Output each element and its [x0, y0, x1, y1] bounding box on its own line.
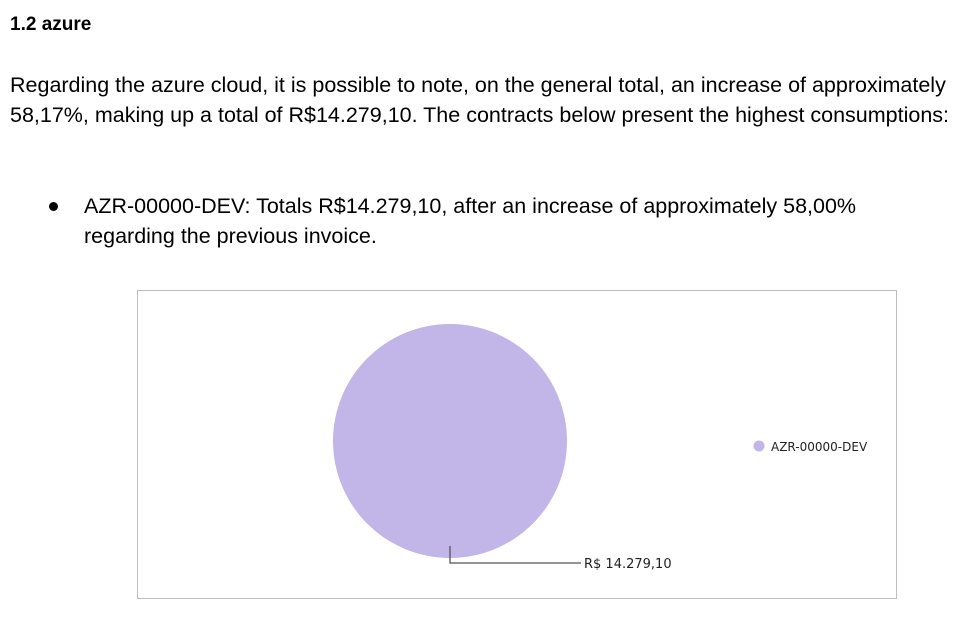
leader-line — [449, 546, 581, 564]
list-item: AZR-00000-DEV: Totals R$14.279,10, after… — [0, 191, 944, 251]
pie-slice[interactable] — [333, 324, 567, 558]
legend-swatch — [753, 440, 765, 452]
bullet-icon — [49, 202, 58, 211]
pie-chart-svg: R$ 14.279,10 AZR-00000-DEV — [333, 324, 868, 572]
pie-chart: R$ 14.279,10 AZR-00000-DEV — [137, 290, 897, 599]
section-heading: 1.2 azure — [10, 14, 92, 35]
section-paragraph: Regarding the azure cloud, it is possibl… — [10, 73, 950, 127]
bullet-text: AZR-00000-DEV: Totals R$14.279,10, after… — [84, 194, 857, 248]
legend-label[interactable]: AZR-00000-DEV — [771, 440, 868, 454]
contracts-list: AZR-00000-DEV: Totals R$14.279,10, after… — [0, 191, 944, 251]
slice-value-label: R$ 14.279,10 — [584, 557, 672, 572]
